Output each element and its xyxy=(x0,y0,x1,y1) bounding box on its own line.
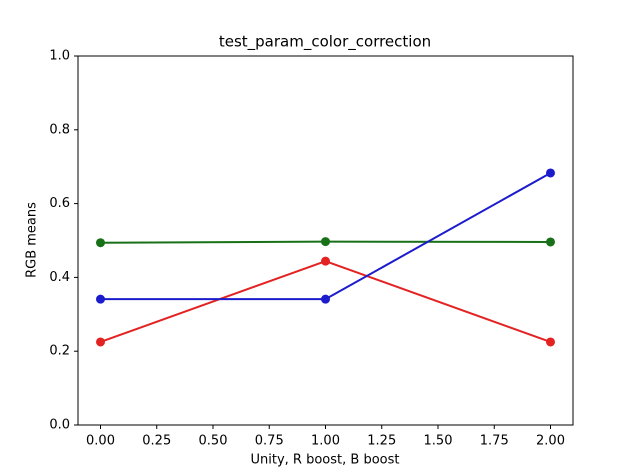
y-tick-label: 0.8 xyxy=(49,122,70,137)
series-point xyxy=(96,337,105,347)
y-tick-label: 0.4 xyxy=(49,270,70,285)
x-tick-label: 1.50 xyxy=(424,434,453,449)
x-tick-label: 0.25 xyxy=(142,434,171,449)
series-point xyxy=(321,294,330,304)
x-tick-label: 1.75 xyxy=(480,434,509,449)
series-point xyxy=(96,238,105,248)
x-tick-label: 2.00 xyxy=(536,434,565,449)
x-tick-label: 1.25 xyxy=(367,434,396,449)
series-point xyxy=(546,168,555,178)
series-point xyxy=(321,256,330,266)
y-tick-label: 1.0 xyxy=(49,49,70,64)
x-tick-label: 0.00 xyxy=(86,434,115,449)
y-tick-label: 0.2 xyxy=(49,344,70,359)
series-point xyxy=(96,294,105,304)
y-tick-label: 0.0 xyxy=(49,418,70,433)
x-tick-label: 0.75 xyxy=(255,434,284,449)
y-tick-label: 0.6 xyxy=(49,196,70,211)
series-point xyxy=(546,237,555,247)
chart-title: test_param_color_correction xyxy=(219,33,431,52)
x-tick-label: 1.00 xyxy=(311,434,340,449)
series-point xyxy=(546,337,555,347)
x-axis-label: Unity, R boost, B boost xyxy=(251,453,400,468)
plot-frame xyxy=(77,55,574,426)
y-axis-label: RGB means xyxy=(25,202,40,278)
series-point xyxy=(321,237,330,247)
x-tick-label: 0.50 xyxy=(199,434,228,449)
